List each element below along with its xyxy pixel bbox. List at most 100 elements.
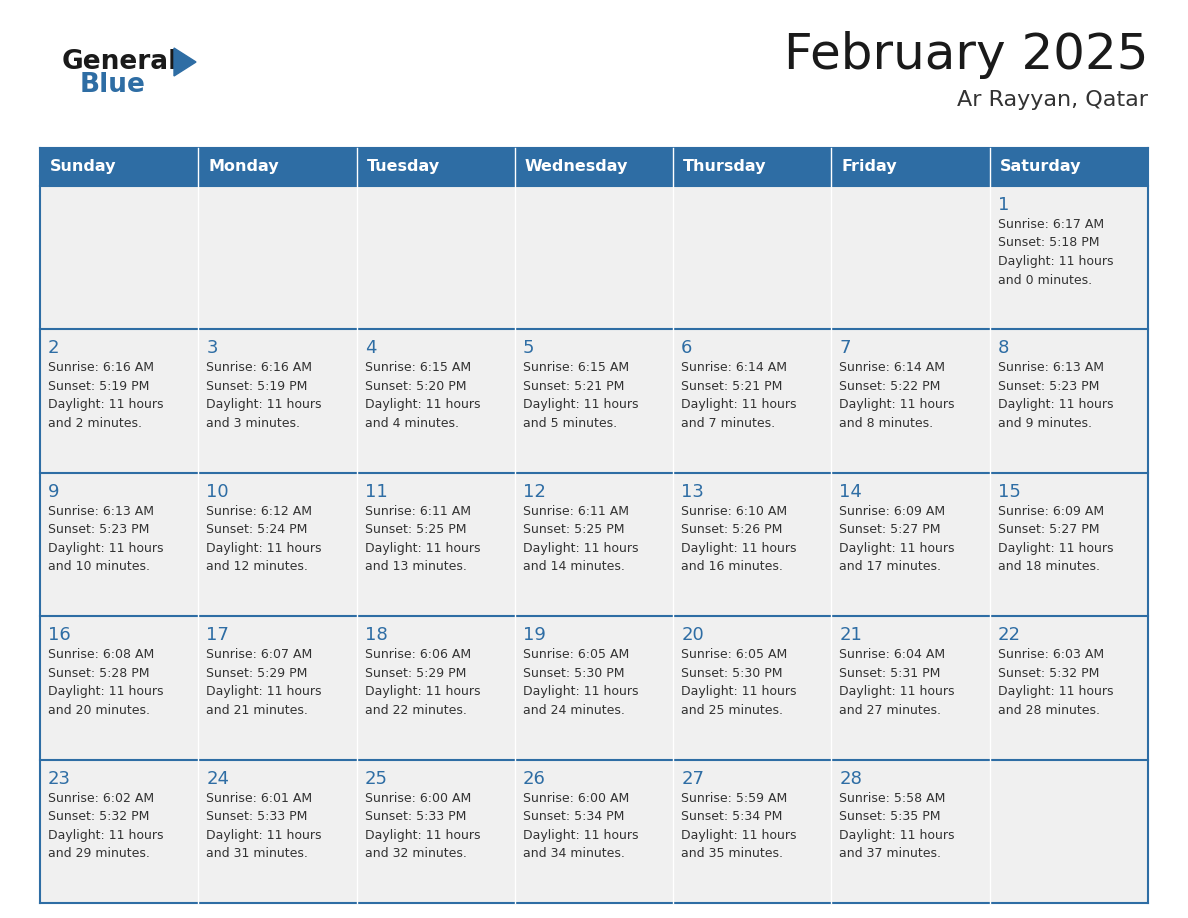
Bar [40,473,198,616]
Text: Daylight: 11 hours: Daylight: 11 hours [998,255,1113,268]
Text: 21: 21 [840,626,862,644]
Text: 16: 16 [48,626,71,644]
Bar [198,473,356,616]
Bar [514,330,674,473]
Text: Ar Rayyan, Qatar: Ar Rayyan, Qatar [958,90,1148,110]
Text: 13: 13 [681,483,704,501]
Text: Sunrise: 6:09 AM: Sunrise: 6:09 AM [998,505,1104,518]
Text: Daylight: 11 hours: Daylight: 11 hours [207,829,322,842]
Text: and 34 minutes.: and 34 minutes. [523,847,625,860]
Text: Daylight: 11 hours: Daylight: 11 hours [840,829,955,842]
Bar [514,148,674,186]
Text: Sunrise: 5:58 AM: Sunrise: 5:58 AM [840,791,946,804]
Text: Sunset: 5:20 PM: Sunset: 5:20 PM [365,380,466,393]
Text: Daylight: 11 hours: Daylight: 11 hours [523,398,638,411]
Text: and 14 minutes.: and 14 minutes. [523,560,625,574]
Text: Daylight: 11 hours: Daylight: 11 hours [840,542,955,554]
Text: Sunset: 5:32 PM: Sunset: 5:32 PM [998,666,1099,679]
Bar [40,759,198,903]
Text: Sunset: 5:30 PM: Sunset: 5:30 PM [681,666,783,679]
Text: Sunrise: 6:13 AM: Sunrise: 6:13 AM [48,505,154,518]
Text: Sunset: 5:27 PM: Sunset: 5:27 PM [840,523,941,536]
Bar [198,148,356,186]
Text: Daylight: 11 hours: Daylight: 11 hours [523,685,638,699]
Text: and 24 minutes.: and 24 minutes. [523,704,625,717]
Text: Sunrise: 6:11 AM: Sunrise: 6:11 AM [523,505,628,518]
Bar [356,330,514,473]
Text: Sunrise: 6:09 AM: Sunrise: 6:09 AM [840,505,946,518]
Text: Sunset: 5:24 PM: Sunset: 5:24 PM [207,523,308,536]
Text: Daylight: 11 hours: Daylight: 11 hours [681,542,797,554]
Text: 6: 6 [681,340,693,357]
Text: Sunrise: 6:02 AM: Sunrise: 6:02 AM [48,791,154,804]
Text: 3: 3 [207,340,217,357]
Text: 1: 1 [998,196,1009,214]
Text: Sunrise: 6:03 AM: Sunrise: 6:03 AM [998,648,1104,661]
Text: Sunset: 5:35 PM: Sunset: 5:35 PM [840,810,941,823]
Text: Sunset: 5:33 PM: Sunset: 5:33 PM [207,810,308,823]
Bar [356,759,514,903]
Text: Sunrise: 6:08 AM: Sunrise: 6:08 AM [48,648,154,661]
Text: and 28 minutes.: and 28 minutes. [998,704,1100,717]
Text: 22: 22 [998,626,1020,644]
Text: Sunrise: 6:11 AM: Sunrise: 6:11 AM [365,505,470,518]
Text: Sunrise: 6:05 AM: Sunrise: 6:05 AM [681,648,788,661]
Text: Sunset: 5:23 PM: Sunset: 5:23 PM [48,523,150,536]
Text: 9: 9 [48,483,59,501]
Text: and 0 minutes.: and 0 minutes. [998,274,1092,286]
Text: February 2025: February 2025 [784,31,1148,79]
Bar [990,616,1148,759]
Bar [40,186,198,330]
Text: Sunrise: 6:14 AM: Sunrise: 6:14 AM [840,362,946,375]
Text: Sunrise: 6:14 AM: Sunrise: 6:14 AM [681,362,788,375]
Text: Sunset: 5:33 PM: Sunset: 5:33 PM [365,810,466,823]
Text: Sunrise: 6:12 AM: Sunrise: 6:12 AM [207,505,312,518]
Text: and 7 minutes.: and 7 minutes. [681,417,776,430]
Text: Daylight: 11 hours: Daylight: 11 hours [840,685,955,699]
Text: Saturday: Saturday [1000,160,1081,174]
Text: and 32 minutes.: and 32 minutes. [365,847,467,860]
Text: and 4 minutes.: and 4 minutes. [365,417,459,430]
Text: Sunrise: 6:01 AM: Sunrise: 6:01 AM [207,791,312,804]
Text: Sunrise: 6:04 AM: Sunrise: 6:04 AM [840,648,946,661]
Text: and 8 minutes.: and 8 minutes. [840,417,934,430]
Text: 8: 8 [998,340,1009,357]
Text: Sunrise: 6:07 AM: Sunrise: 6:07 AM [207,648,312,661]
Text: Monday: Monday [208,160,279,174]
Bar [674,330,832,473]
Text: Sunset: 5:23 PM: Sunset: 5:23 PM [998,380,1099,393]
Text: Sunrise: 6:15 AM: Sunrise: 6:15 AM [365,362,470,375]
Text: Daylight: 11 hours: Daylight: 11 hours [207,542,322,554]
Bar [832,186,990,330]
Text: Daylight: 11 hours: Daylight: 11 hours [365,542,480,554]
Text: Sunrise: 6:16 AM: Sunrise: 6:16 AM [48,362,154,375]
Text: Wednesday: Wednesday [525,160,628,174]
Bar [832,148,990,186]
Text: Daylight: 11 hours: Daylight: 11 hours [681,829,797,842]
Text: 17: 17 [207,626,229,644]
Text: 25: 25 [365,769,387,788]
Text: and 21 minutes.: and 21 minutes. [207,704,308,717]
Bar [40,148,198,186]
Bar [990,148,1148,186]
Text: Daylight: 11 hours: Daylight: 11 hours [681,685,797,699]
Bar [674,473,832,616]
Text: and 27 minutes.: and 27 minutes. [840,704,941,717]
Bar [198,759,356,903]
Text: 10: 10 [207,483,229,501]
Bar [198,616,356,759]
Text: Sunset: 5:27 PM: Sunset: 5:27 PM [998,523,1099,536]
Text: 26: 26 [523,769,545,788]
Bar [990,330,1148,473]
Bar [198,330,356,473]
Bar [40,616,198,759]
Text: Sunset: 5:19 PM: Sunset: 5:19 PM [48,380,150,393]
Bar [832,473,990,616]
Text: and 5 minutes.: and 5 minutes. [523,417,617,430]
Text: Sunset: 5:32 PM: Sunset: 5:32 PM [48,810,150,823]
Text: Sunset: 5:25 PM: Sunset: 5:25 PM [365,523,466,536]
Text: and 12 minutes.: and 12 minutes. [207,560,308,574]
Text: Daylight: 11 hours: Daylight: 11 hours [207,398,322,411]
Text: Sunrise: 6:00 AM: Sunrise: 6:00 AM [365,791,470,804]
Text: Daylight: 11 hours: Daylight: 11 hours [48,398,164,411]
